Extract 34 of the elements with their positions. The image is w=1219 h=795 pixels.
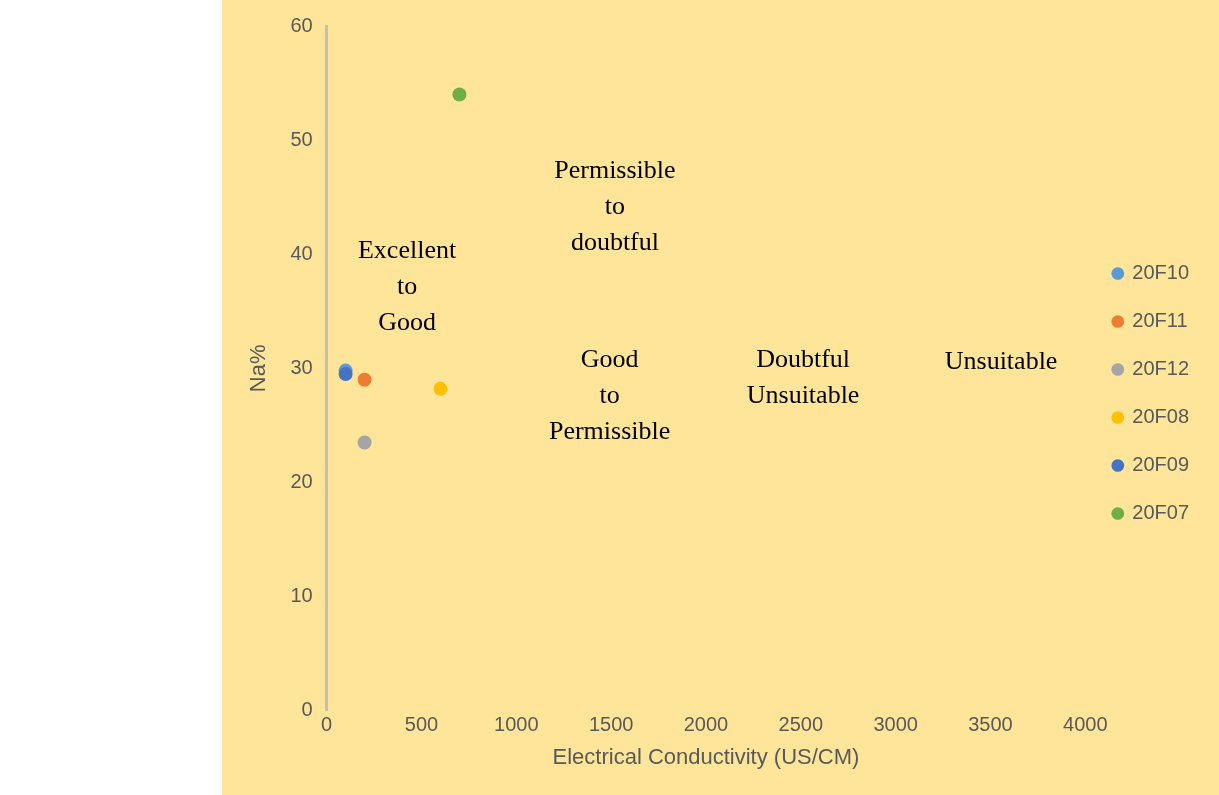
annotation: Unsuitable (944, 345, 1058, 375)
x-tick-label: 1000 (494, 713, 539, 736)
legend-label: 20F10 (1132, 261, 1190, 284)
point (357, 372, 372, 387)
x-tick-label: 1500 (588, 713, 634, 736)
y-tick-label: 60 (290, 13, 313, 36)
legend-label: 20F12 (1132, 357, 1190, 380)
legend-label: 20F07 (1132, 501, 1190, 524)
y-tick-label: 40 (290, 241, 313, 264)
y-tick-label: 0 (301, 698, 313, 721)
x-tick-label: 500 (404, 713, 439, 736)
x-tick-label: 0 (321, 713, 333, 736)
x-axis-title: Electrical Conductivity (US/CM) (552, 743, 860, 769)
annotation: Excellent to Good (357, 235, 457, 337)
y-axis-title: Na% (245, 344, 271, 393)
legend-label: 20F09 (1132, 453, 1190, 476)
legend-label: 20F11 (1132, 309, 1188, 332)
x-tick-label: 3500 (968, 713, 1013, 736)
x-tick-label: 3000 (873, 713, 918, 736)
point (338, 367, 353, 382)
x-tick-label: 2000 (683, 713, 729, 736)
annotation: Doubtful Unsuitable (746, 344, 860, 410)
y-tick-label: 20 (290, 469, 313, 492)
point (357, 435, 372, 450)
legend-label: 20F08 (1132, 405, 1190, 428)
x-tick-label: 2500 (778, 713, 824, 736)
y-tick-label: 10 (290, 584, 313, 607)
point (452, 87, 467, 102)
y-tick-label: 30 (290, 355, 313, 378)
y-tick-label: 50 (290, 127, 313, 150)
annotation: Permissible to doubtful (554, 155, 676, 257)
annotation: Good to Permissible (548, 344, 671, 446)
point (433, 381, 448, 396)
x-tick-label: 4000 (1063, 713, 1108, 736)
